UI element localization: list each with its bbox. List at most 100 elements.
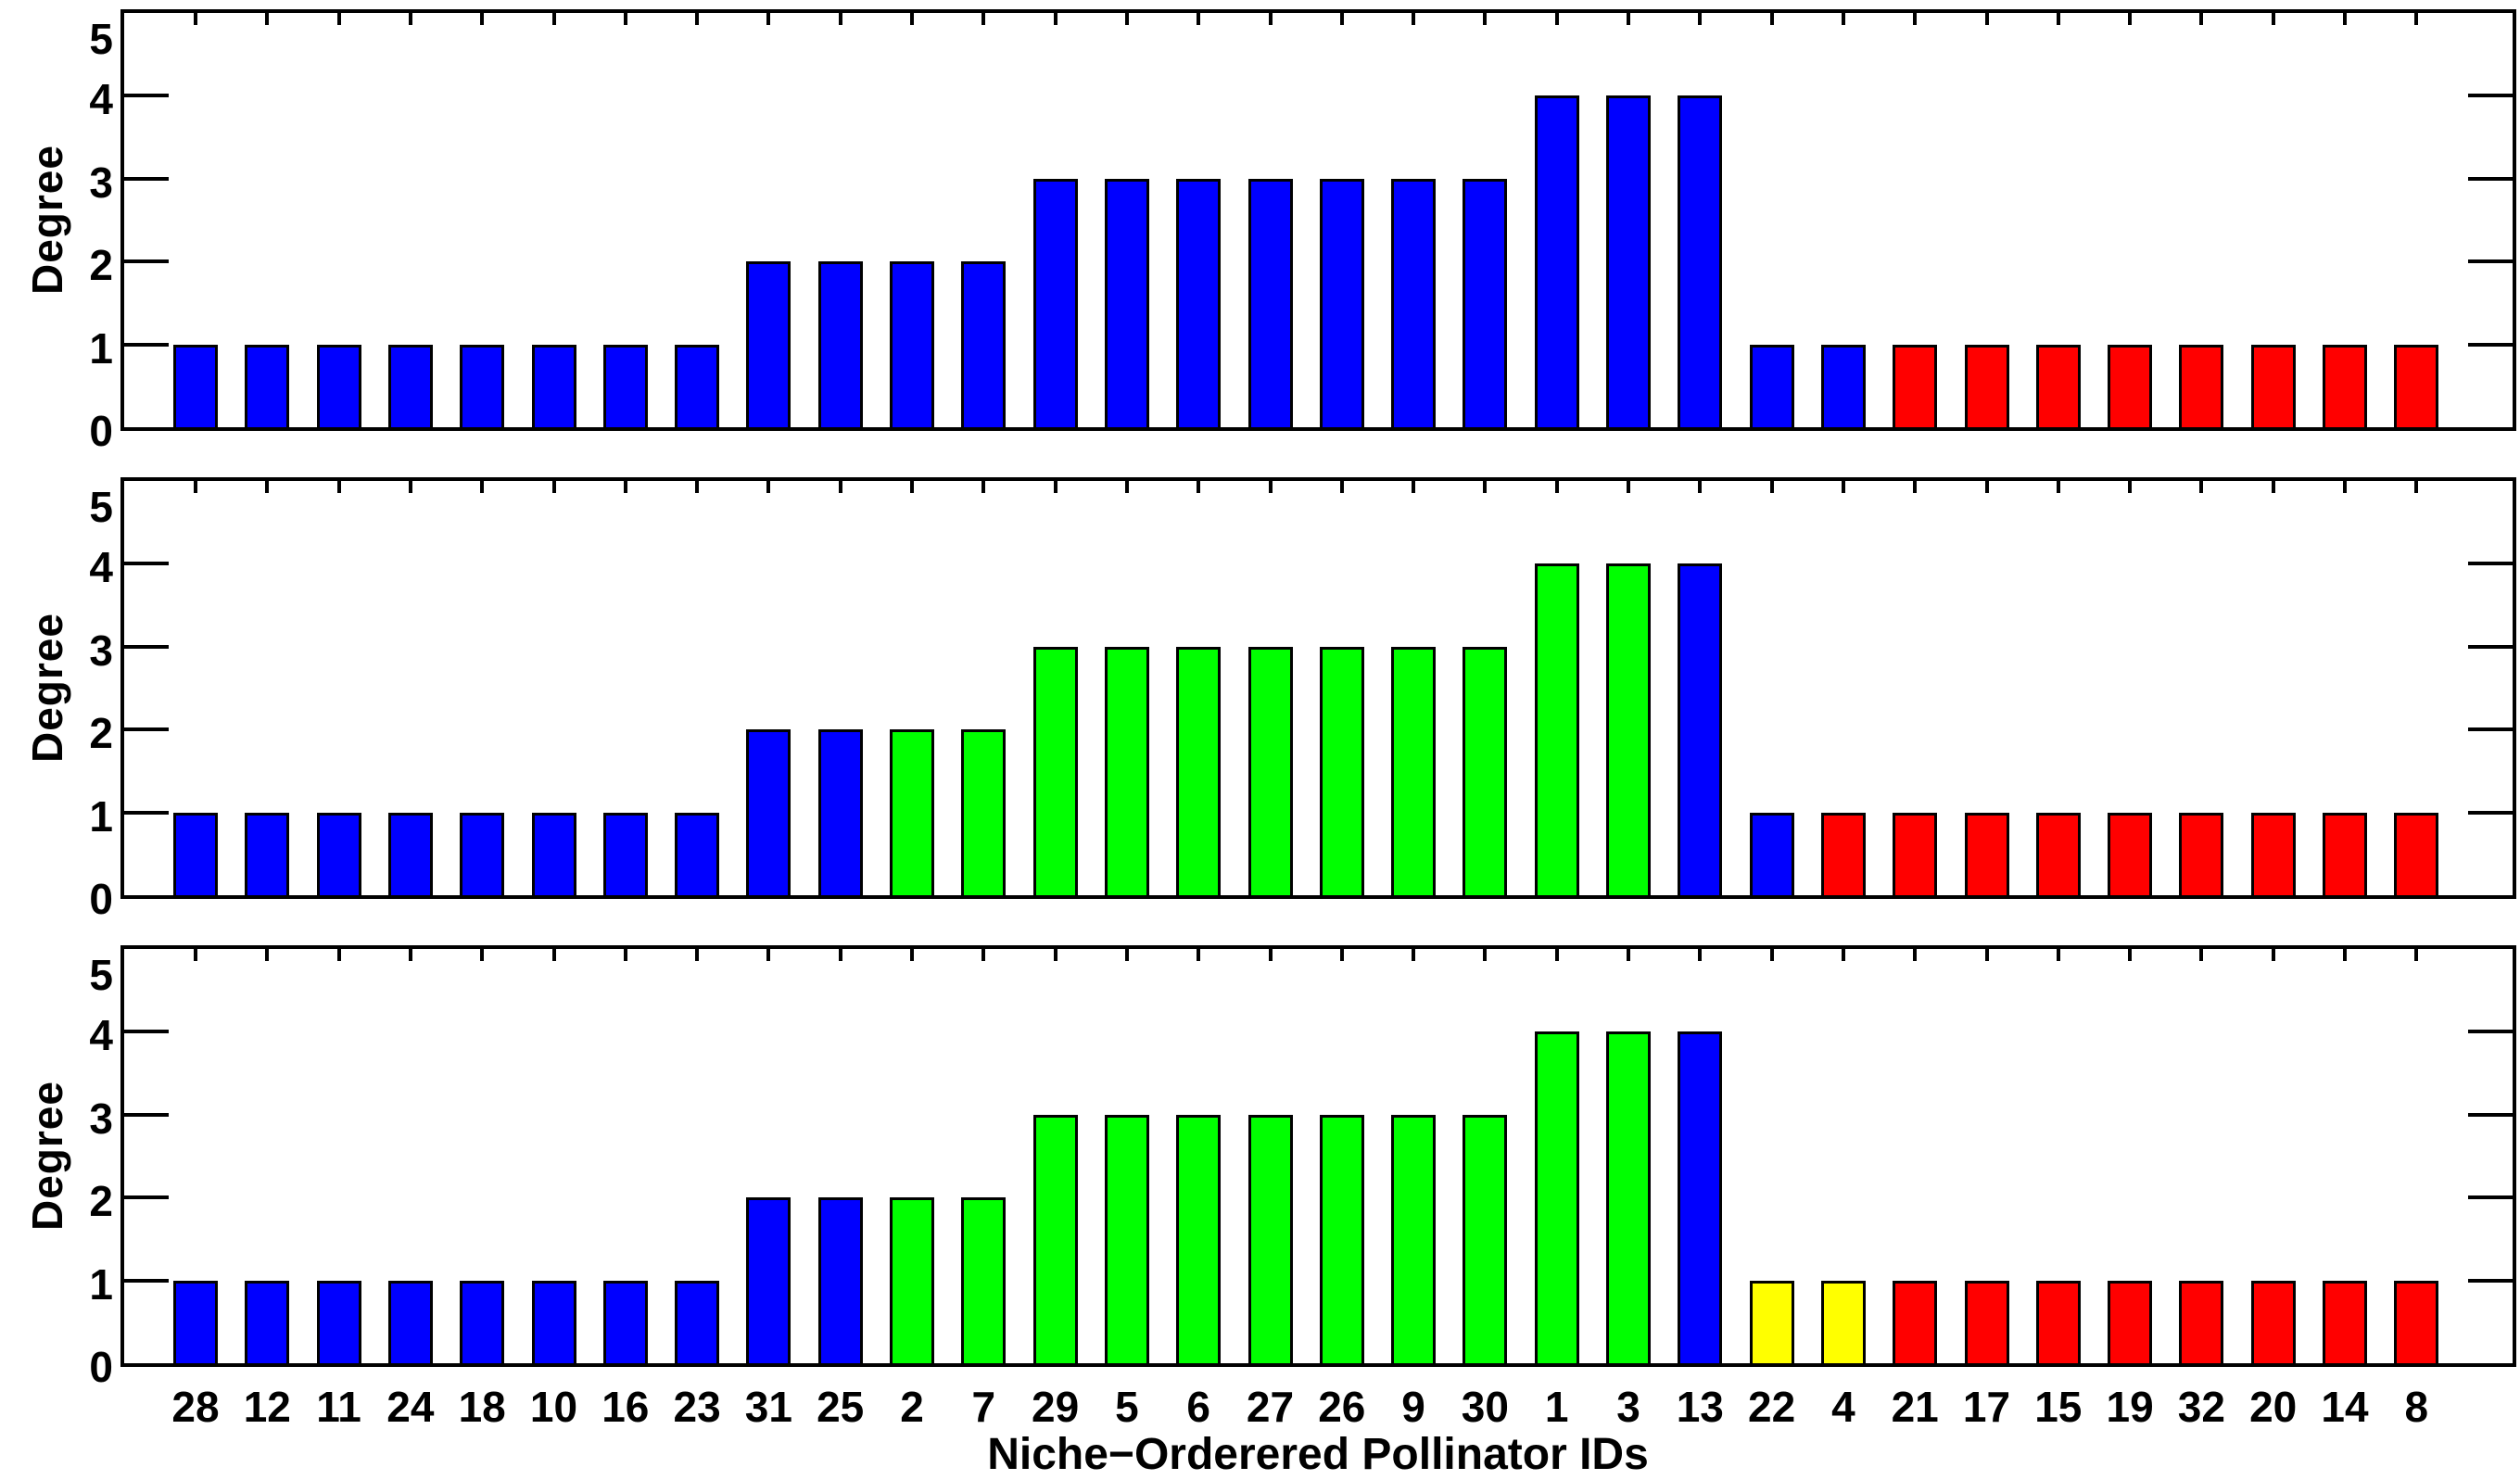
x-tick (1984, 481, 1989, 493)
x-tick (408, 949, 412, 961)
bar-pollinator-20 (2250, 1280, 2296, 1363)
x-tick (910, 949, 914, 961)
x-tick-label: 17 (1962, 1383, 2011, 1431)
bar-pollinator-4 (1820, 1280, 1866, 1363)
bar-pollinator-3 (1606, 1031, 1651, 1363)
x-tick (1124, 13, 1129, 25)
x-tick (2199, 481, 2204, 493)
x-tick-label: 8 (2404, 1383, 2429, 1431)
x-tick (2271, 949, 2275, 961)
x-tick (766, 481, 771, 493)
y-tick-label: 4 (89, 543, 113, 592)
bar-pollinator-2 (890, 1197, 934, 1363)
bar-pollinator-16 (602, 1280, 648, 1363)
x-tick (1769, 481, 1774, 493)
bar-pollinator-28 (173, 1280, 218, 1363)
bar-pollinator-22 (1749, 344, 1794, 427)
bar-pollinator-13 (1678, 95, 1723, 427)
x-tick (2056, 481, 2060, 493)
bar-pollinator-16 (602, 344, 648, 427)
x-tick (623, 949, 627, 961)
y-tick-label: 5 (89, 15, 113, 63)
x-tick (2414, 949, 2419, 961)
bar-pollinator-1 (1534, 563, 1579, 895)
x-tick-label: 5 (1115, 1383, 1139, 1431)
bar-pollinator-18 (460, 812, 505, 895)
y-tick-label: 0 (89, 875, 113, 923)
bar-pollinator-17 (1964, 344, 2009, 427)
bar-pollinator-25 (817, 1197, 863, 1363)
x-tick-label: 1 (1544, 1383, 1569, 1431)
x-tick (2414, 13, 2419, 25)
x-tick (1339, 949, 1344, 961)
x-tick-label: 11 (316, 1383, 361, 1431)
x-tick-label: 31 (744, 1383, 792, 1431)
bar-pollinator-29 (1032, 178, 1078, 427)
bar-pollinator-18 (460, 1280, 505, 1363)
x-tick (480, 949, 485, 961)
bar-pollinator-31 (746, 261, 791, 427)
x-tick (1339, 13, 1344, 25)
bar-pollinator-9 (1391, 646, 1437, 895)
x-tick (1483, 481, 1488, 493)
x-tick (1124, 949, 1129, 961)
bar-pollinator-8 (2394, 1280, 2439, 1363)
x-tick (766, 13, 771, 25)
x-tick-label: 30 (1461, 1383, 1509, 1431)
bar-pollinator-9 (1391, 1114, 1437, 1363)
x-tick (695, 949, 700, 961)
x-tick (623, 481, 627, 493)
bar-pollinator-17 (1964, 812, 2009, 895)
x-tick (1124, 481, 1129, 493)
x-tick (1913, 481, 1918, 493)
x-tick (194, 481, 197, 493)
y-tick-label: 5 (89, 951, 113, 999)
bar-pollinator-22 (1749, 812, 1794, 895)
x-tick (1197, 481, 1201, 493)
y-tick (2468, 342, 2513, 347)
bar-pollinator-19 (2108, 1280, 2153, 1363)
bar-pollinator-6 (1176, 1114, 1222, 1363)
x-tick (1769, 13, 1774, 25)
plot-area (124, 481, 2513, 895)
bar-pollinator-12 (245, 344, 290, 427)
x-tick (981, 949, 986, 961)
y-tick-label: 0 (89, 407, 113, 455)
plot-area (124, 13, 2513, 427)
bar-pollinator-32 (2179, 344, 2224, 427)
bar-pollinator-1 (1534, 1031, 1579, 1363)
x-tick-label: 27 (1246, 1383, 1295, 1431)
bar-pollinator-29 (1032, 646, 1078, 895)
y-tick (2468, 1278, 2513, 1283)
x-tick (766, 949, 771, 961)
bar-pollinator-2 (890, 261, 934, 427)
bar-pollinator-24 (387, 812, 433, 895)
bar-pollinator-3 (1606, 563, 1651, 895)
x-tick (2414, 481, 2419, 493)
x-tick (1627, 949, 1630, 961)
x-tick (2343, 13, 2347, 25)
x-tick (2343, 949, 2347, 961)
y-tick-label: 0 (89, 1343, 113, 1391)
bar-pollinator-21 (1893, 344, 1938, 427)
bar-pollinator-11 (316, 1280, 361, 1363)
bar-pollinator-13 (1678, 563, 1723, 895)
x-tick (1984, 13, 1989, 25)
y-tick (124, 727, 169, 732)
y-tick (2468, 1195, 2513, 1200)
plot-area (124, 949, 2513, 1363)
bar-pollinator-26 (1319, 178, 1364, 427)
bar-pollinator-21 (1893, 812, 1938, 895)
x-tick-label: 21 (1891, 1383, 1939, 1431)
x-tick-label: 6 (1186, 1383, 1210, 1431)
bar-pollinator-27 (1247, 646, 1293, 895)
x-tick (336, 949, 341, 961)
bar-pollinator-30 (1463, 178, 1508, 427)
x-tick (194, 13, 197, 25)
x-tick (2128, 13, 2133, 25)
x-tick (1554, 13, 1559, 25)
bar-pollinator-28 (173, 344, 218, 427)
x-tick (2128, 949, 2133, 961)
bar-pollinator-23 (675, 1280, 720, 1363)
y-tick (124, 94, 169, 98)
